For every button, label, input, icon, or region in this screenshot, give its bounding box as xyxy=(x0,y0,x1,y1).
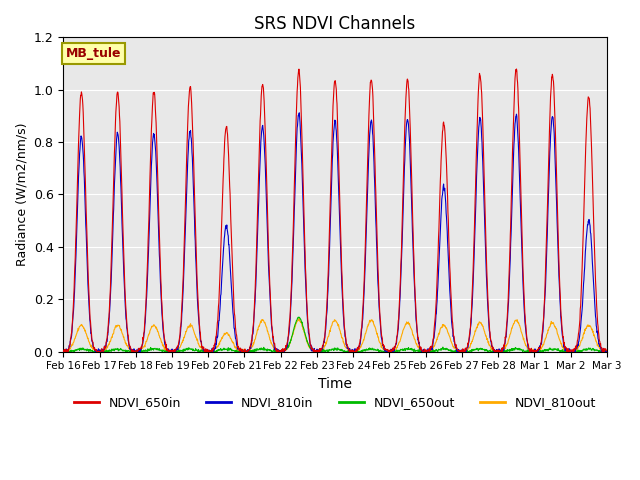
NDVI_650out xyxy=(60,348,67,354)
Legend: NDVI_650in, NDVI_810in, NDVI_650out, NDVI_810out: NDVI_650in, NDVI_810in, NDVI_650out, NDV… xyxy=(68,391,601,414)
X-axis label: Time: Time xyxy=(318,377,352,391)
Y-axis label: Radiance (W/m2/nm/s): Radiance (W/m2/nm/s) xyxy=(15,123,28,266)
NDVI_810in xyxy=(291,209,298,215)
NDVI_810out xyxy=(290,327,298,333)
NDVI_810in xyxy=(102,345,109,350)
Text: MB_tule: MB_tule xyxy=(66,47,122,60)
NDVI_810in xyxy=(60,348,67,354)
Line: NDVI_810out: NDVI_810out xyxy=(63,319,607,351)
NDVI_650in xyxy=(513,66,520,72)
NDVI_650in xyxy=(312,348,319,354)
NDVI_810out xyxy=(60,348,67,354)
NDVI_650out xyxy=(301,333,309,338)
Line: NDVI_650out: NDVI_650out xyxy=(63,317,607,351)
NDVI_650in xyxy=(301,265,309,271)
NDVI_650in xyxy=(124,332,132,338)
NDVI_650out xyxy=(102,348,109,354)
NDVI_650in xyxy=(369,94,377,99)
NDVI_810in xyxy=(369,142,377,147)
NDVI_810in xyxy=(603,348,611,354)
NDVI_810in xyxy=(124,334,132,339)
Title: SRS NDVI Channels: SRS NDVI Channels xyxy=(254,15,415,33)
NDVI_650out xyxy=(369,347,377,352)
NDVI_810in xyxy=(60,348,67,353)
NDVI_810out xyxy=(102,346,109,352)
NDVI_810out xyxy=(301,335,309,340)
NDVI_650in xyxy=(603,348,611,354)
NDVI_650in xyxy=(60,348,67,354)
NDVI_810in xyxy=(312,348,319,354)
Line: NDVI_810in: NDVI_810in xyxy=(63,113,607,351)
NDVI_810out xyxy=(124,343,131,348)
NDVI_650out xyxy=(290,326,298,332)
NDVI_810in xyxy=(302,284,310,290)
NDVI_810out xyxy=(603,348,611,354)
NDVI_650out xyxy=(294,314,302,320)
NDVI_650in xyxy=(291,187,298,192)
NDVI_650in xyxy=(60,348,67,354)
NDVI_810out xyxy=(295,316,303,322)
NDVI_810in xyxy=(296,110,303,116)
NDVI_650in xyxy=(102,344,109,350)
NDVI_650out xyxy=(124,348,131,354)
NDVI_810out xyxy=(369,319,377,325)
NDVI_650out xyxy=(603,348,611,354)
NDVI_810out xyxy=(312,348,319,354)
Line: NDVI_650in: NDVI_650in xyxy=(63,69,607,351)
NDVI_650out xyxy=(312,348,319,354)
